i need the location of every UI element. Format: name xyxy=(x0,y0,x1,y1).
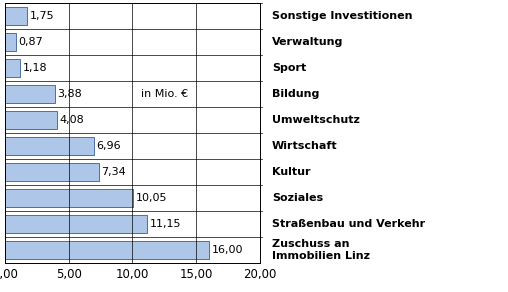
Text: Soziales: Soziales xyxy=(272,193,323,203)
Bar xyxy=(5,33,16,51)
Text: in Mio. €: in Mio. € xyxy=(141,89,188,99)
Bar xyxy=(5,85,54,103)
Bar xyxy=(5,59,20,77)
Bar xyxy=(5,7,27,25)
Text: 10,05: 10,05 xyxy=(136,193,167,203)
Text: 3,88: 3,88 xyxy=(57,89,82,99)
Bar xyxy=(5,241,209,259)
Text: Verwaltung: Verwaltung xyxy=(272,37,343,47)
Bar xyxy=(5,215,147,233)
Text: Straßenbau und Verkehr: Straßenbau und Verkehr xyxy=(272,219,425,229)
Text: Kultur: Kultur xyxy=(272,167,310,177)
Bar xyxy=(5,163,99,181)
Text: 4,08: 4,08 xyxy=(59,115,84,125)
Text: Sonstige Investitionen: Sonstige Investitionen xyxy=(272,11,412,21)
Text: Wirtschaft: Wirtschaft xyxy=(272,141,338,151)
Text: Zuschuss an
Immobilien Linz: Zuschuss an Immobilien Linz xyxy=(272,239,370,260)
Text: 16,00: 16,00 xyxy=(211,245,243,255)
Bar xyxy=(5,111,57,129)
Text: 1,75: 1,75 xyxy=(30,11,54,21)
Text: Umweltschutz: Umweltschutz xyxy=(272,115,360,125)
Bar xyxy=(5,137,94,155)
Text: 1,18: 1,18 xyxy=(23,63,47,73)
Text: 7,34: 7,34 xyxy=(101,167,126,177)
Text: 11,15: 11,15 xyxy=(150,219,181,229)
Text: 6,96: 6,96 xyxy=(97,141,121,151)
Text: 0,87: 0,87 xyxy=(19,37,44,47)
Text: Sport: Sport xyxy=(272,63,306,73)
Text: Bildung: Bildung xyxy=(272,89,320,99)
Bar xyxy=(5,189,133,207)
